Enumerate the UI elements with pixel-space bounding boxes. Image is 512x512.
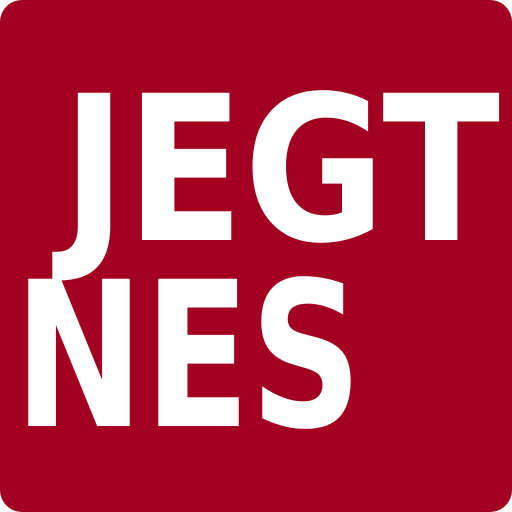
logo-line-1: JEGT <box>52 52 500 288</box>
logo-line-2: NES <box>14 238 362 474</box>
